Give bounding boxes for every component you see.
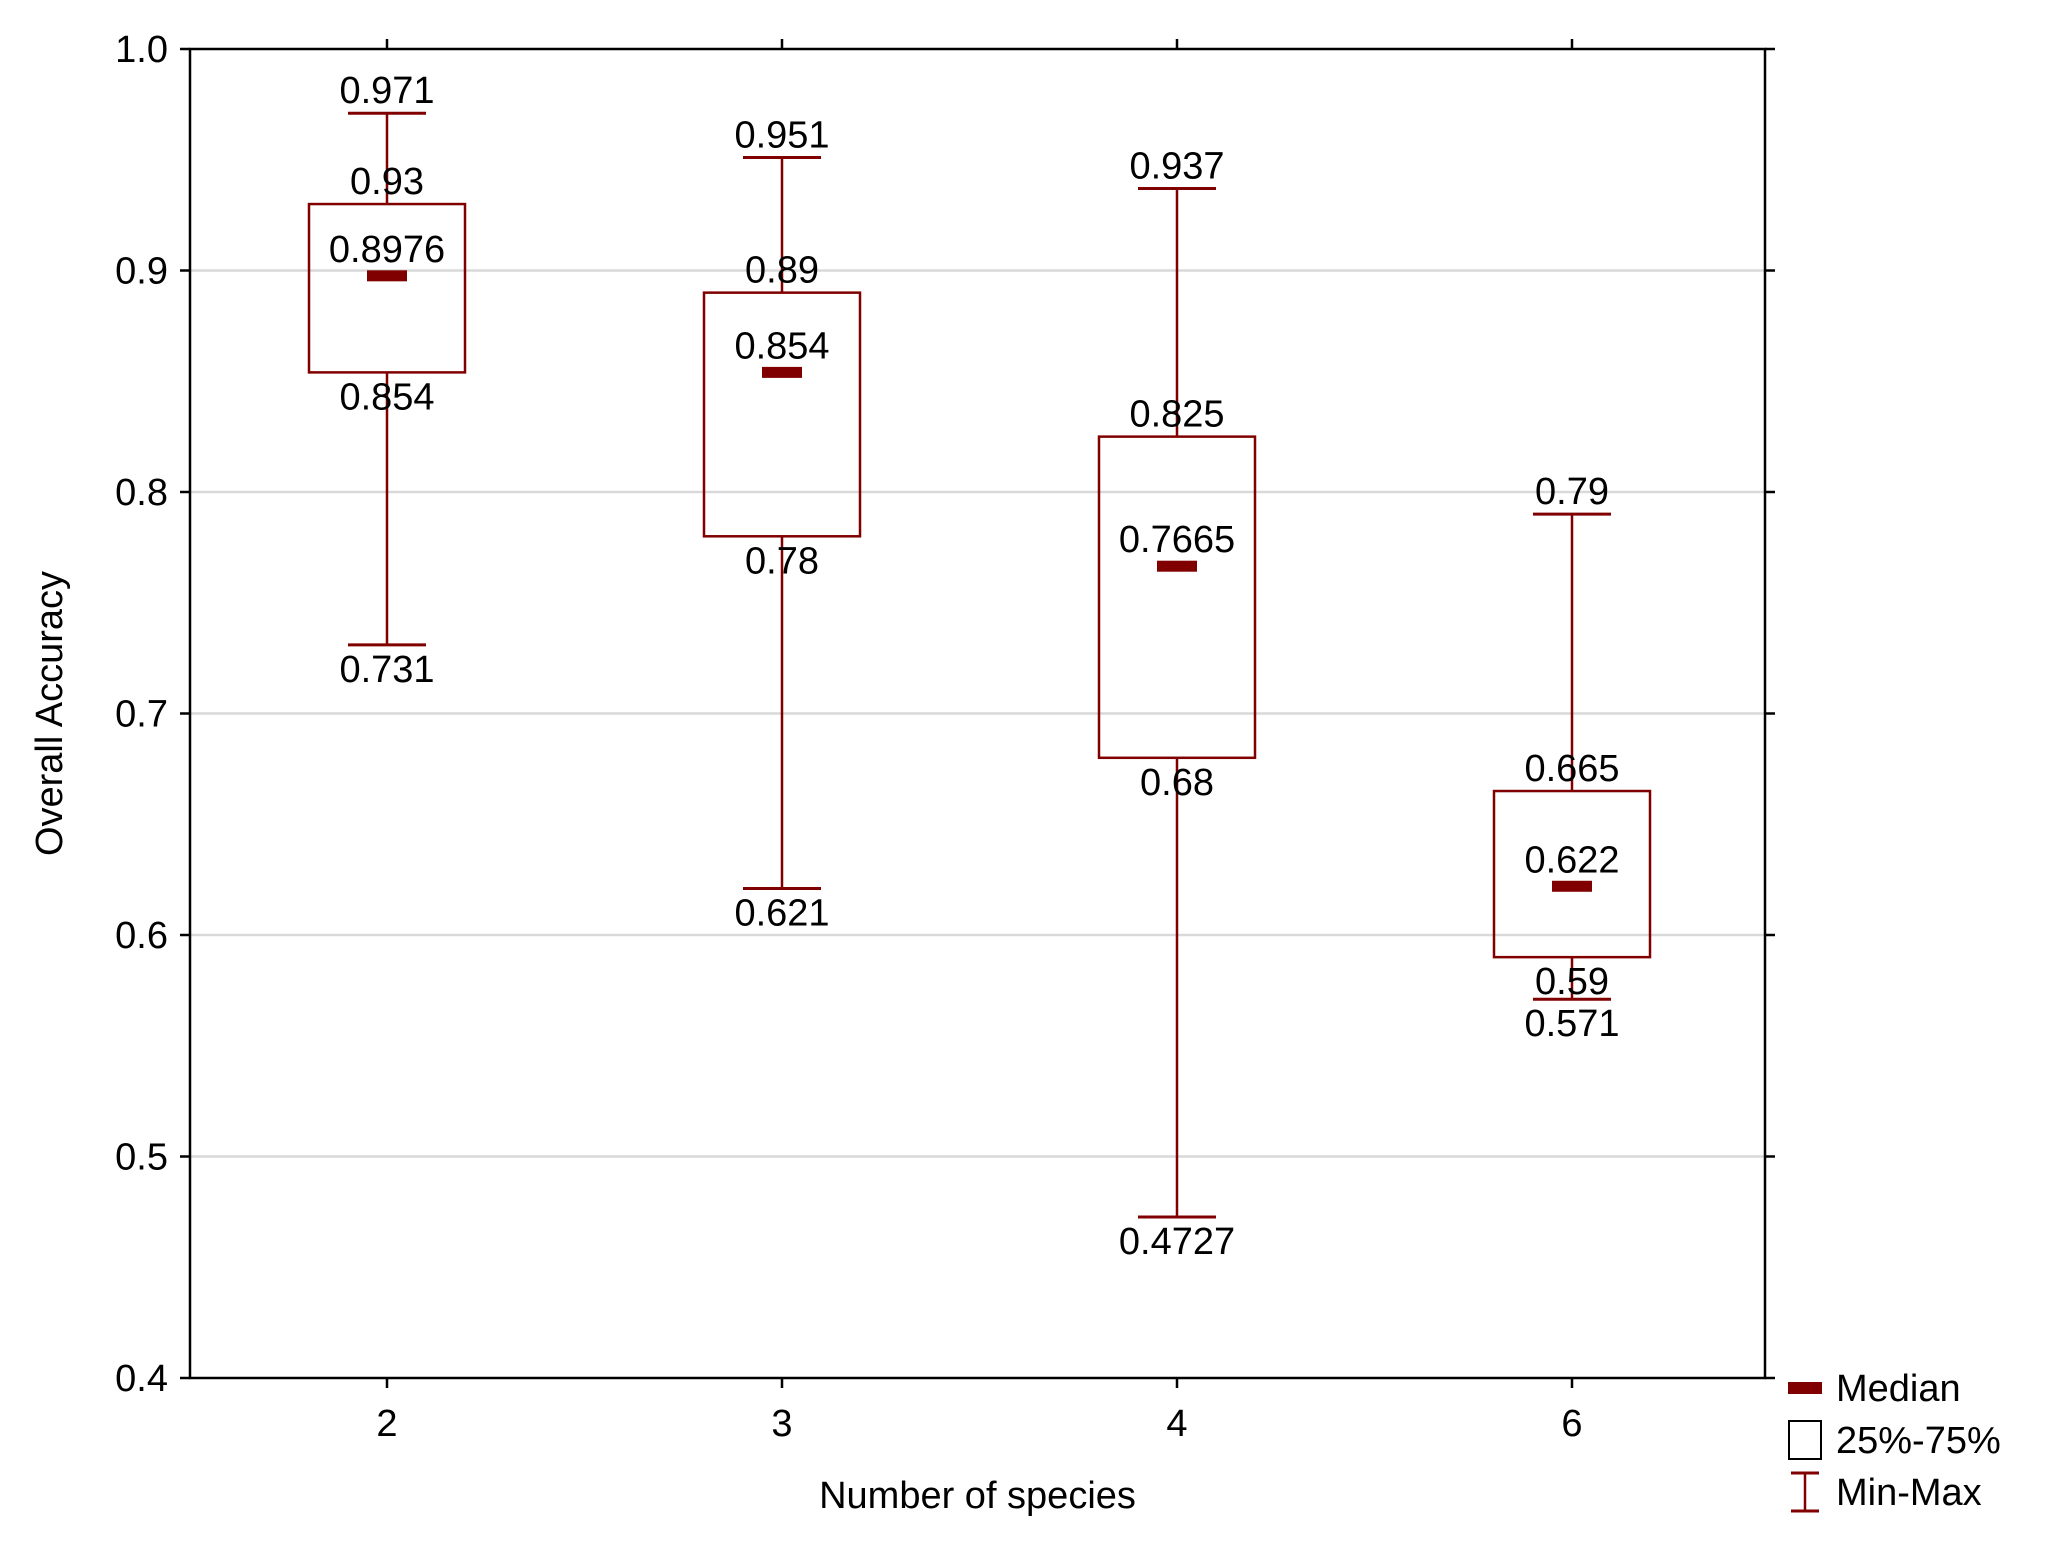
axes: 0.4 0.5 0.6 0.7 0.8 0.9 1.0 2 3 4 6 [115, 29, 1775, 1445]
x-tick-label: 4 [1166, 1403, 1187, 1445]
q1-label: 0.854 [339, 376, 434, 418]
q1-label: 0.68 [1140, 762, 1214, 804]
x-tick-label: 2 [376, 1403, 397, 1445]
data-labels: 0.971 0.93 0.8976 0.854 0.731 0.951 0.89 0.854 0… [329, 70, 1620, 1263]
median-label: 0.8976 [329, 229, 445, 271]
median-marker [1157, 560, 1197, 572]
x-tick-label: 6 [1561, 1403, 1582, 1445]
y-tick-label: 1.0 [115, 29, 168, 71]
max-label: 0.937 [1129, 146, 1224, 188]
x-axis-title: Number of species [819, 1475, 1136, 1517]
median-label: 0.622 [1524, 839, 1619, 881]
q1-label: 0.59 [1535, 961, 1609, 1003]
min-label: 0.731 [339, 649, 434, 691]
q3-label: 0.93 [350, 161, 424, 203]
q1-label: 0.78 [745, 540, 819, 582]
max-label: 0.951 [734, 115, 829, 157]
iqr-box [1097, 435, 1257, 760]
gridlines [190, 269, 1765, 1158]
min-label: 0.621 [734, 892, 829, 934]
q3-label: 0.89 [745, 250, 819, 292]
max-label: 0.971 [339, 70, 434, 112]
y-tick-label: 0.9 [115, 251, 168, 293]
legend-median-swatch [1788, 1382, 1822, 1394]
legend-label: Median [1836, 1368, 1961, 1410]
max-label: 0.79 [1535, 471, 1609, 513]
y-tick-label: 0.5 [115, 1137, 168, 1179]
legend: Median 25%-75% Min-Max [1788, 1368, 2001, 1514]
median-marker [1552, 880, 1592, 892]
legend-label: Min-Max [1836, 1472, 1982, 1514]
y-axis-title: Overall Accuracy [29, 571, 71, 856]
median-marker [762, 366, 802, 378]
q3-label: 0.665 [1524, 748, 1619, 790]
y-tick-label: 0.4 [115, 1358, 168, 1400]
iqr-box [307, 202, 467, 374]
iqr-box [702, 291, 862, 538]
q3-label: 0.825 [1129, 394, 1224, 436]
boxes [307, 111, 1652, 1219]
min-label: 0.4727 [1119, 1221, 1235, 1263]
y-tick-label: 0.8 [115, 472, 168, 514]
legend-box-swatch [1788, 1420, 1822, 1460]
median-label: 0.7665 [1119, 519, 1235, 561]
legend-label: 25%-75% [1836, 1420, 2001, 1462]
y-tick-label: 0.6 [115, 915, 168, 957]
median-marker [367, 270, 407, 282]
median-label: 0.854 [734, 325, 829, 367]
min-label: 0.571 [1524, 1003, 1619, 1045]
iqr-box [1492, 789, 1652, 959]
y-tick-label: 0.7 [115, 694, 168, 736]
x-tick-label: 3 [771, 1403, 792, 1445]
